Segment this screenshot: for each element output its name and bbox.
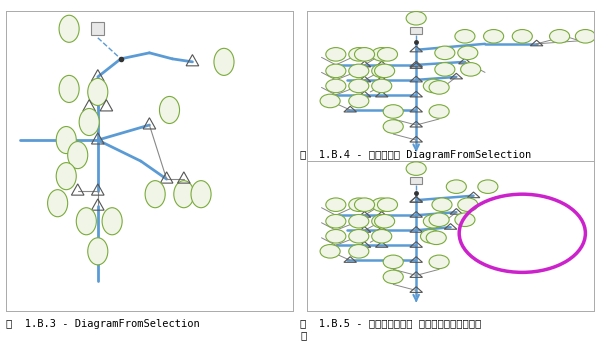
Ellipse shape <box>349 229 369 243</box>
Text: 図  1.B.5 - スケマティック フィーチャが削除され
た: 図 1.B.5 - スケマティック フィーチャが削除され た <box>300 319 481 340</box>
Ellipse shape <box>429 81 449 94</box>
Ellipse shape <box>374 64 395 78</box>
Ellipse shape <box>320 245 340 258</box>
Ellipse shape <box>59 15 79 42</box>
Ellipse shape <box>478 180 498 193</box>
Ellipse shape <box>421 229 440 243</box>
Ellipse shape <box>349 64 369 78</box>
Ellipse shape <box>349 198 369 212</box>
Ellipse shape <box>214 48 234 76</box>
Ellipse shape <box>326 229 346 243</box>
Ellipse shape <box>426 231 446 245</box>
Ellipse shape <box>349 48 369 61</box>
Ellipse shape <box>372 198 392 212</box>
Ellipse shape <box>429 105 449 118</box>
Ellipse shape <box>320 94 340 108</box>
Ellipse shape <box>56 163 76 190</box>
Ellipse shape <box>461 63 481 76</box>
Ellipse shape <box>377 198 398 212</box>
Bar <box>410 177 422 184</box>
Bar <box>91 22 104 35</box>
Text: 図  1.B.4 - 展開された DiagramFromSelection: 図 1.B.4 - 展開された DiagramFromSelection <box>300 150 531 160</box>
Ellipse shape <box>79 108 99 136</box>
Ellipse shape <box>355 198 374 212</box>
Ellipse shape <box>372 214 392 228</box>
Ellipse shape <box>349 214 369 228</box>
Ellipse shape <box>326 214 346 228</box>
Ellipse shape <box>326 79 346 93</box>
Ellipse shape <box>424 79 443 93</box>
Ellipse shape <box>88 78 108 106</box>
Ellipse shape <box>446 180 466 193</box>
Ellipse shape <box>88 238 108 265</box>
Ellipse shape <box>383 270 403 284</box>
Ellipse shape <box>383 255 403 268</box>
Ellipse shape <box>145 181 165 208</box>
Ellipse shape <box>372 229 392 243</box>
Ellipse shape <box>76 208 97 235</box>
Ellipse shape <box>59 76 79 102</box>
Ellipse shape <box>102 208 122 235</box>
Ellipse shape <box>174 181 194 208</box>
Ellipse shape <box>374 214 395 228</box>
Ellipse shape <box>424 214 443 228</box>
Ellipse shape <box>326 48 346 61</box>
Ellipse shape <box>383 105 403 118</box>
Ellipse shape <box>429 255 449 268</box>
Ellipse shape <box>435 63 455 76</box>
Ellipse shape <box>575 29 595 43</box>
Ellipse shape <box>47 190 68 217</box>
Ellipse shape <box>512 29 532 43</box>
Ellipse shape <box>455 213 475 227</box>
Text: 図  1.B.3 - DiagramFromSelection: 図 1.B.3 - DiagramFromSelection <box>6 319 200 329</box>
Ellipse shape <box>349 245 369 258</box>
Ellipse shape <box>68 141 88 169</box>
Ellipse shape <box>372 79 392 93</box>
Ellipse shape <box>349 94 369 108</box>
Ellipse shape <box>377 48 398 61</box>
Ellipse shape <box>349 79 369 93</box>
Ellipse shape <box>406 162 426 175</box>
Ellipse shape <box>455 29 475 43</box>
Ellipse shape <box>160 96 179 124</box>
Ellipse shape <box>372 64 392 78</box>
Ellipse shape <box>458 198 478 212</box>
Bar <box>410 27 422 34</box>
Ellipse shape <box>458 46 478 60</box>
Ellipse shape <box>383 120 403 133</box>
Ellipse shape <box>326 64 346 78</box>
Ellipse shape <box>432 198 452 212</box>
Ellipse shape <box>191 181 211 208</box>
Ellipse shape <box>484 29 503 43</box>
Ellipse shape <box>372 48 392 61</box>
Ellipse shape <box>355 48 374 61</box>
Ellipse shape <box>429 213 449 227</box>
Ellipse shape <box>435 46 455 60</box>
Ellipse shape <box>550 29 569 43</box>
Ellipse shape <box>56 126 76 154</box>
Ellipse shape <box>406 11 426 25</box>
Ellipse shape <box>326 198 346 212</box>
